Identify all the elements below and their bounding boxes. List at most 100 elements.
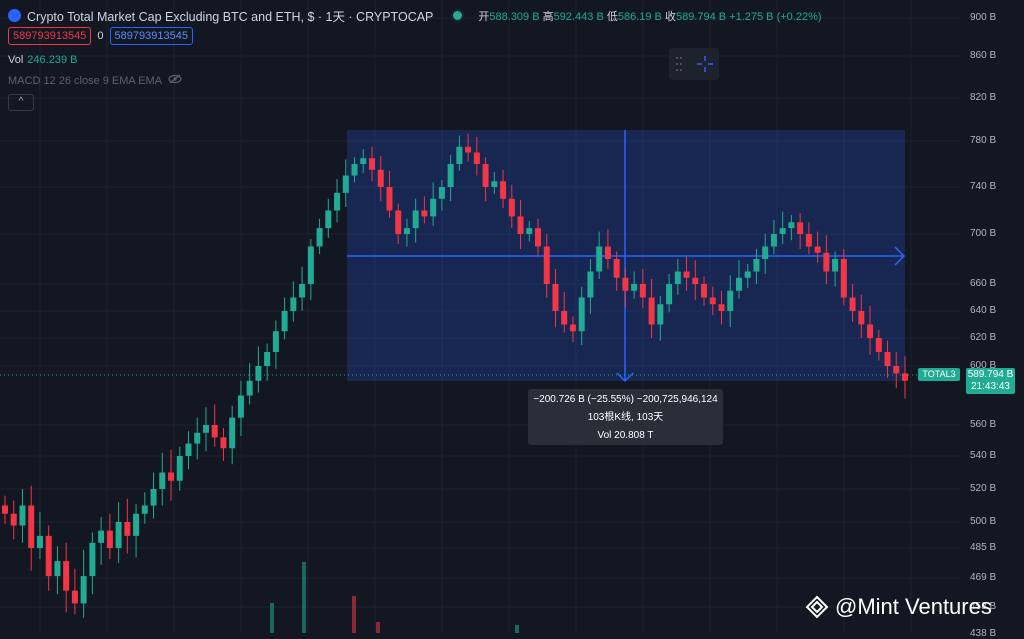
- price-axis-tick: 500 B: [970, 516, 997, 527]
- candle-body: [342, 175, 349, 193]
- volume-bar: [376, 622, 380, 633]
- candle-body: [849, 297, 856, 311]
- candle-body: [403, 228, 410, 234]
- candle-body: [386, 187, 393, 211]
- candle-body: [709, 297, 716, 305]
- candle-body: [561, 311, 568, 325]
- symbol-icon: [8, 9, 21, 22]
- status-dot-icon[interactable]: [451, 9, 465, 22]
- measure-arrow-right: [894, 246, 906, 266]
- watermark: @Mint Ventures: [805, 594, 992, 620]
- price-axis-tick: 820 B: [970, 92, 997, 103]
- candle-body: [735, 277, 742, 291]
- price-axis-tick: 453 B: [970, 601, 997, 612]
- candle-body: [395, 210, 402, 234]
- candle-body: [264, 352, 271, 366]
- candle-body: [823, 252, 830, 272]
- measure-arrow-down: [616, 372, 634, 383]
- candle-body: [368, 158, 375, 170]
- candle-body: [840, 259, 847, 298]
- chart-title[interactable]: Crypto Total Market Cap Excluding BTC an…: [27, 10, 434, 24]
- candle-body: [54, 561, 61, 577]
- chart-header: Crypto Total Market Cap Excluding BTC an…: [8, 6, 822, 25]
- candle-body: [639, 284, 646, 298]
- candle-body: [438, 187, 445, 199]
- candle-body: [884, 352, 891, 366]
- candle-body: [657, 304, 664, 325]
- candle-body: [237, 395, 244, 418]
- candle-body: [45, 535, 52, 577]
- collapse-indicators-button[interactable]: ^: [8, 94, 34, 111]
- candle-body: [220, 437, 227, 449]
- symbol-tag: TOTAL3: [918, 368, 960, 381]
- candle-body: [334, 192, 341, 211]
- price-axis-tick: 600 B: [970, 360, 997, 371]
- candle-body: [176, 456, 183, 481]
- candle-body: [596, 246, 603, 272]
- candle-body: [613, 259, 620, 278]
- spread-value: 0: [97, 30, 104, 42]
- candle-body: [255, 366, 262, 381]
- candle-body: [185, 443, 192, 456]
- candle-body: [89, 542, 96, 577]
- candle-body: [290, 297, 297, 311]
- candle-body: [71, 590, 78, 604]
- crosshair-toolbar[interactable]: [669, 48, 719, 80]
- macd-legend[interactable]: MACD 12 26 close 9 EMA EMA: [8, 74, 182, 87]
- candle-body: [430, 198, 437, 217]
- candle-body: [552, 284, 559, 311]
- candle-body: [482, 164, 489, 187]
- candle-body: [674, 271, 681, 284]
- candle-body: [875, 338, 882, 352]
- volume-bar: [515, 625, 519, 633]
- candle-body: [2, 505, 8, 514]
- candle-body: [211, 425, 218, 438]
- candle-body: [500, 181, 507, 199]
- price-axis-tick: 640 B: [970, 305, 997, 316]
- candle-body: [727, 290, 734, 311]
- price-axis-tick: 660 B: [970, 278, 997, 289]
- candle-body: [202, 425, 209, 433]
- mint-logo-icon: [805, 595, 829, 619]
- volume-bar: [270, 603, 274, 633]
- candle-body: [631, 284, 638, 291]
- candle-body: [159, 472, 166, 489]
- candle-body: [281, 311, 288, 332]
- candle-body: [718, 304, 725, 311]
- price-axis-tick: 780 B: [970, 135, 997, 146]
- price-axis-tick: 700 B: [970, 228, 997, 239]
- candle-body: [456, 146, 463, 164]
- candle-body: [115, 522, 122, 548]
- candle-body: [587, 271, 594, 298]
- candle-body: [28, 505, 35, 548]
- candle-body: [246, 380, 253, 396]
- candle-body: [325, 210, 332, 229]
- price-axis-tick: 860 B: [970, 50, 997, 61]
- candle-body: [168, 472, 175, 481]
- candle-body: [648, 297, 655, 325]
- candle-body: [683, 271, 690, 278]
- last-price-tag: 589.794 B 21:43:43: [966, 368, 1015, 394]
- volume-legend: Vol 246.239 B: [8, 54, 78, 66]
- candle-body: [526, 228, 533, 234]
- price-axis-tick: 560 B: [970, 419, 997, 430]
- crosshair-icon[interactable]: [669, 48, 719, 80]
- candle-body: [124, 522, 131, 536]
- candle-body: [272, 331, 279, 352]
- price-axis-tick: 520 B: [970, 483, 997, 494]
- candle-body: [701, 284, 708, 298]
- candle-body: [194, 432, 201, 444]
- candle-body: [779, 228, 786, 234]
- candle-body: [893, 366, 900, 374]
- candle-body: [604, 246, 611, 259]
- eye-hidden-icon[interactable]: [168, 74, 182, 87]
- candle-body: [814, 246, 821, 253]
- candle-body: [141, 505, 148, 514]
- measure-tooltip: −200.726 B (−25.55%) −200,725,946,124 10…: [528, 389, 723, 445]
- candle-body: [762, 246, 769, 259]
- bid-badge[interactable]: 589793913545: [8, 27, 92, 45]
- candle-body: [80, 576, 87, 604]
- candle-body: [447, 164, 454, 187]
- ask-badge[interactable]: 589793913545: [109, 27, 193, 45]
